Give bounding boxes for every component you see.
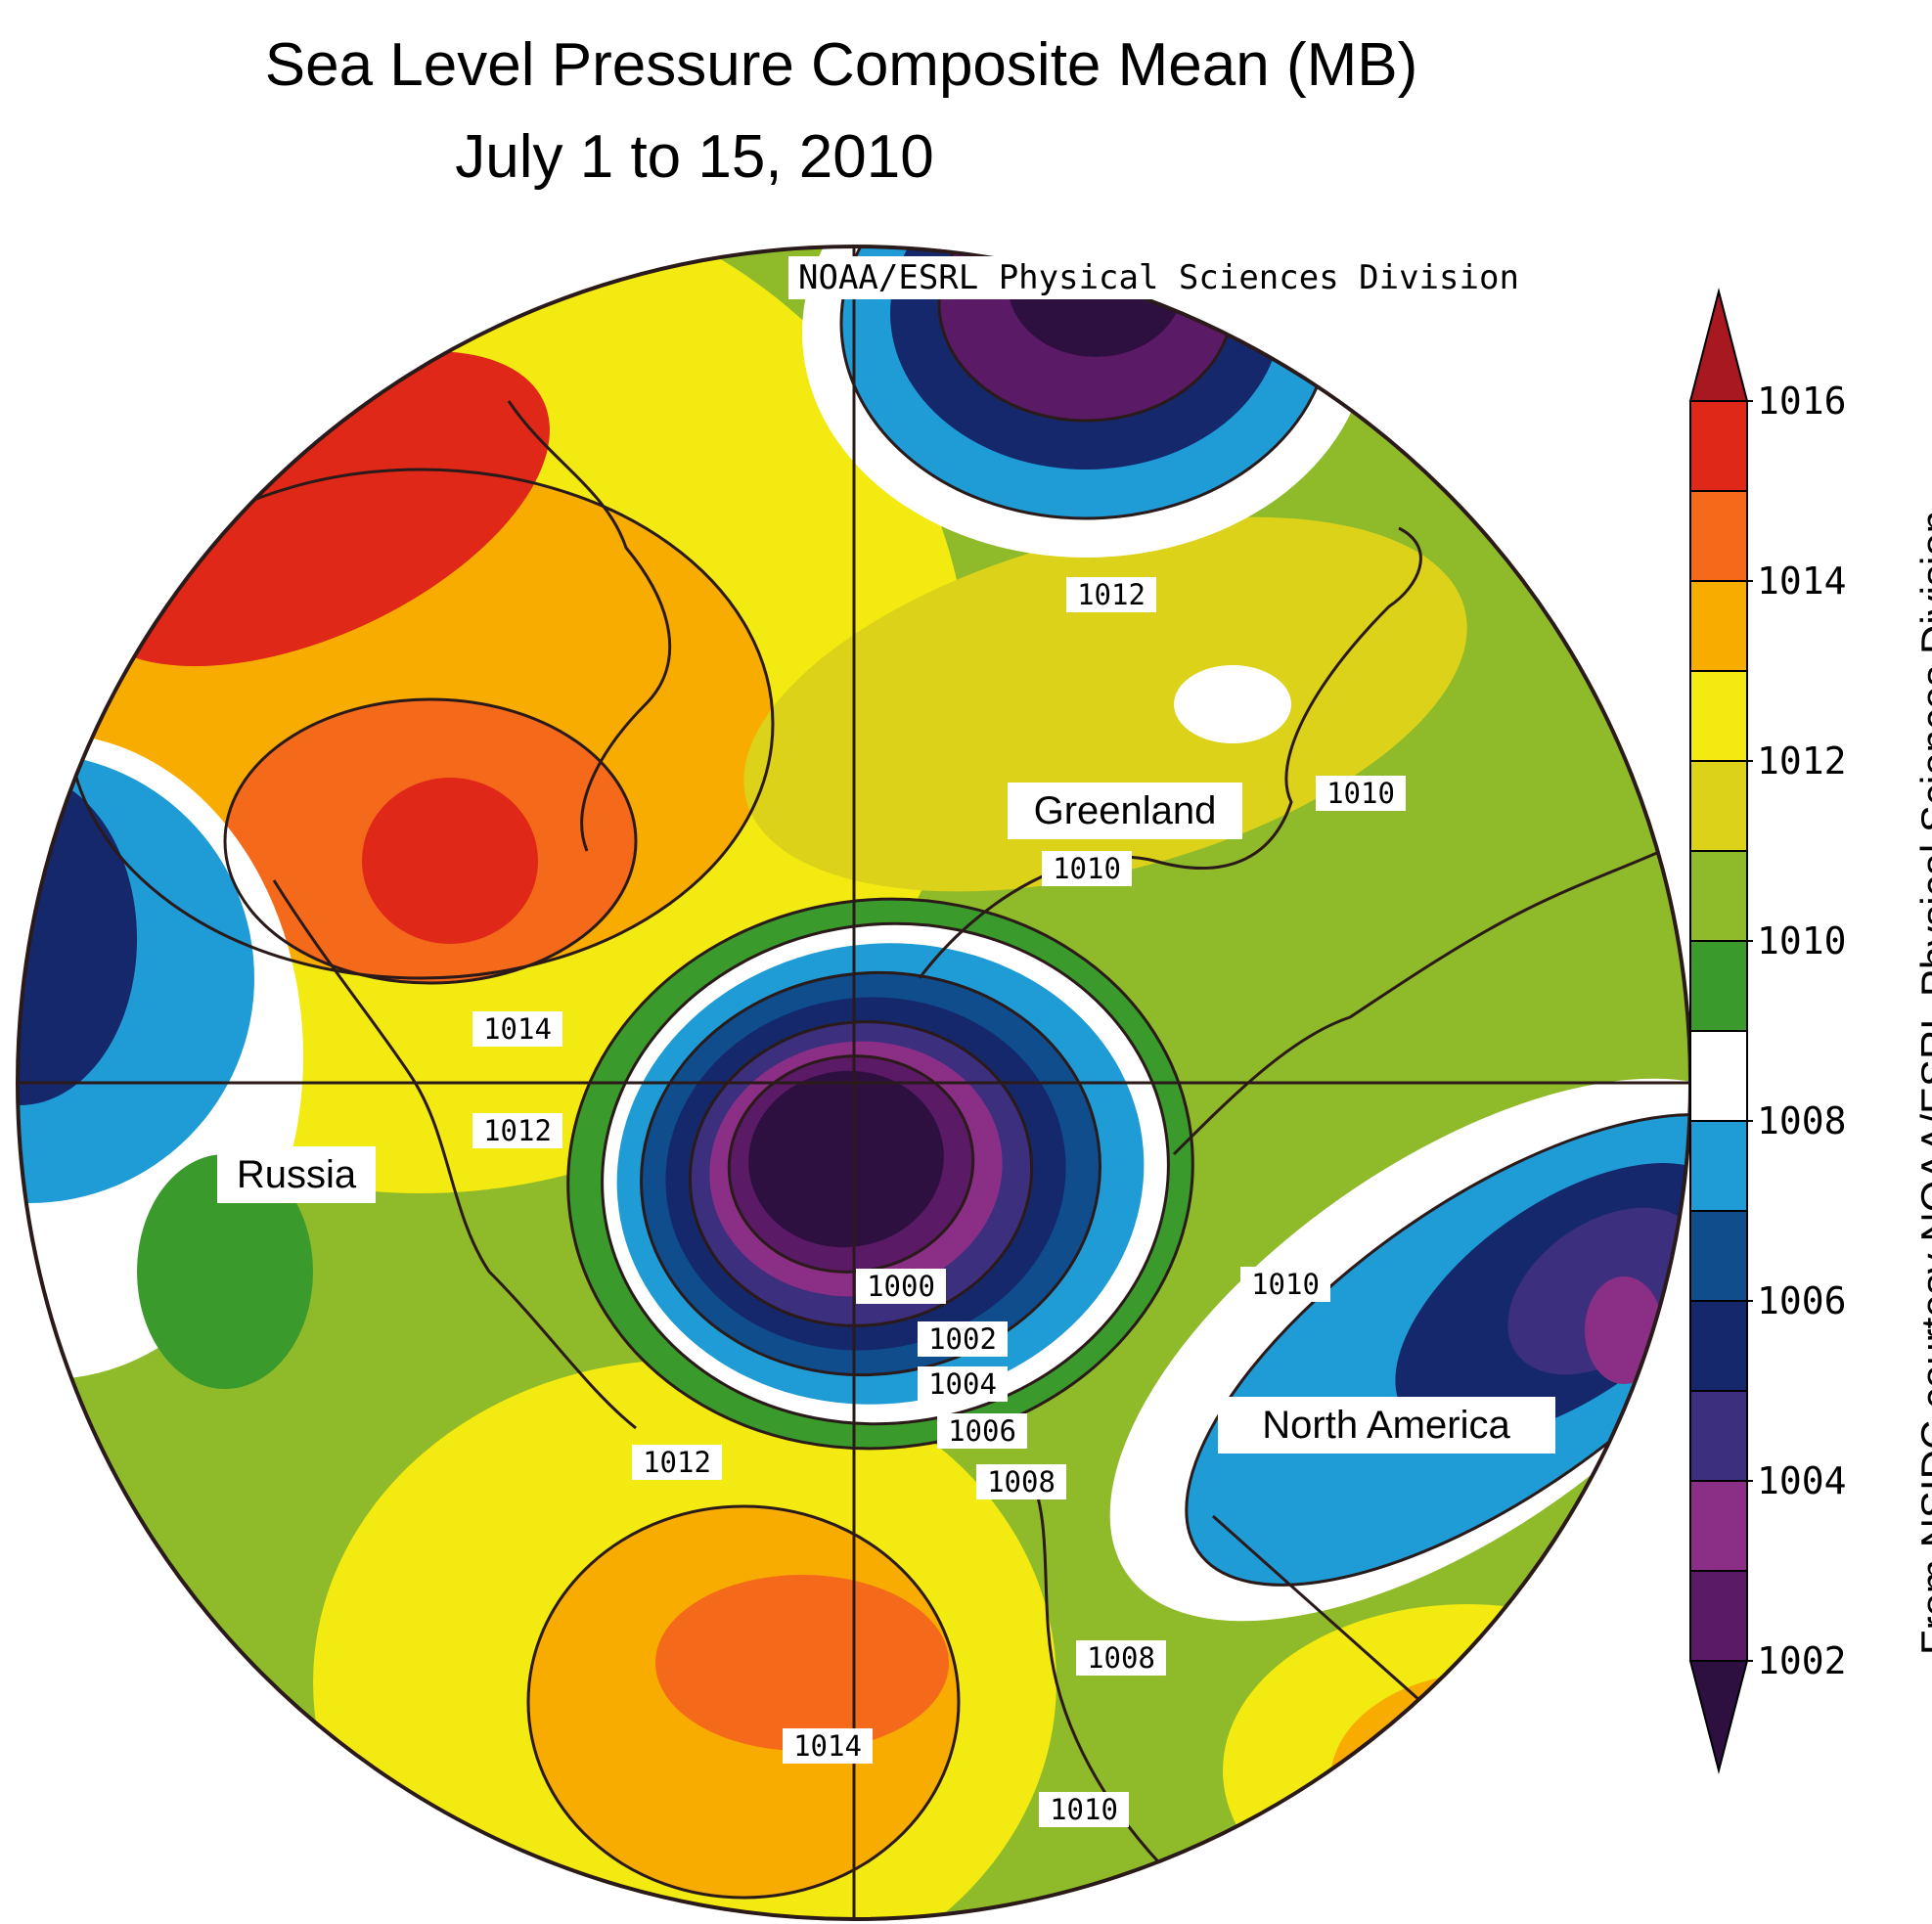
contour-label: 1014 (483, 1012, 552, 1046)
colorbar-segment (1689, 580, 1748, 672)
colorbar-segment (1689, 670, 1748, 762)
colorbar-segment (1689, 850, 1748, 942)
colorbar-tick-label: 1002 (1757, 1639, 1847, 1682)
colorbar-segment (1689, 1210, 1748, 1302)
contour-label: 1008 (1087, 1641, 1155, 1675)
colorbar-tick-label: 1004 (1757, 1459, 1847, 1502)
colorbar-tick-label: 1014 (1757, 559, 1847, 603)
contour-label: 1010 (1050, 1793, 1118, 1826)
place-labels: Greenland Russia North America (217, 783, 1555, 1454)
contour-label: 1010 (1053, 852, 1121, 885)
place-greenland: Greenland (1034, 789, 1217, 832)
colorbar-segment (1689, 1300, 1748, 1392)
contour-label: 1004 (928, 1367, 997, 1401)
contour-label: 1008 (987, 1465, 1056, 1499)
contour-label: 1002 (928, 1322, 997, 1356)
contour-label: 1012 (643, 1446, 711, 1479)
contour-label: 1012 (1077, 578, 1146, 611)
contour-label: 1006 (948, 1414, 1016, 1448)
colorbar: 1016 1014 1012 1010 1008 1006 1004 1002 (1688, 288, 1847, 1774)
colorbar-segment (1689, 940, 1748, 1032)
colorbar-tick-label: 1010 (1757, 919, 1847, 962)
contour-label: 1010 (1326, 777, 1395, 810)
credit-top: NOAA/ESRL Physical Sciences Division (788, 256, 1529, 299)
colorbar-tick-label: 1008 (1757, 1099, 1847, 1142)
colorbar-tick-label: 1016 (1757, 380, 1847, 423)
map-title: Sea Level Pressure Composite Mean (MB) (264, 31, 1418, 99)
contour-fill-layer (18, 246, 1690, 1919)
colorbar-tick-label: 1006 (1757, 1279, 1847, 1322)
contour-label: 1014 (793, 1729, 862, 1763)
place-north-america: North America (1262, 1404, 1510, 1447)
credit-side: From NSIDC courtesy NOAA/ESRL Physical S… (1912, 510, 1932, 1656)
contour-label: 1010 (1251, 1268, 1320, 1301)
colorbar-tick-label: 1012 (1757, 739, 1847, 783)
colorbar-segment (1689, 1390, 1748, 1482)
colorbar-segment (1689, 1480, 1748, 1572)
colorbar-segment (1689, 760, 1748, 852)
colorbar-segment (1689, 400, 1748, 492)
contour-labels: 1012 1010 1010 1014 1012 1000 1002 1004 … (472, 577, 1406, 1827)
colorbar-segment (1689, 1120, 1748, 1212)
colorbar-segment (1689, 1570, 1748, 1662)
colorbar-segment (1689, 1030, 1748, 1122)
contour-label: 1012 (483, 1114, 552, 1147)
contour-label: 1000 (867, 1270, 935, 1303)
place-russia: Russia (237, 1153, 357, 1196)
colorbar-segment (1688, 288, 1749, 402)
colorbar-segment (1689, 490, 1748, 582)
colorbar-segment (1688, 1660, 1749, 1774)
map-subtitle: July 1 to 15, 2010 (455, 123, 934, 191)
